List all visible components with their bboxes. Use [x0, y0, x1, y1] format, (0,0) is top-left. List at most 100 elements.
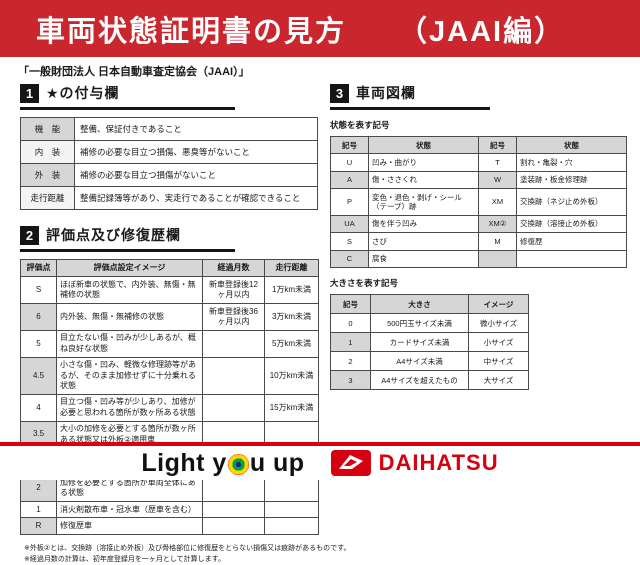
image-cell: 目立つ傷・凹み等が少しあり、加修が必要と思われる箇所が数ヶ所ある状態	[56, 393, 203, 422]
section-star-heading: 1 ★の付与欄	[20, 83, 235, 110]
column-header: 経過月数	[202, 258, 265, 278]
criteria-label: 走行距離	[20, 186, 75, 210]
mileage-cell: 10万km未満	[264, 356, 319, 395]
state-cell: 傷・ささくれ	[368, 170, 479, 190]
table-row: 2 A4サイズ未満 中サイズ	[330, 351, 529, 371]
slogan-text-left: Light y	[141, 448, 227, 477]
symbol-cell: 1	[330, 332, 371, 352]
state-symbols-label: 状態を表す記号	[330, 120, 390, 130]
state-symbols-table: 記号 状態 記号 状態 U 凹み・曲がり T 割れ・亀裂・穴 A 傷・ささくれ …	[330, 135, 627, 269]
column-header: イメージ	[468, 294, 529, 314]
mileage-cell: 1万km未満	[264, 276, 319, 305]
image-size-cell: 大サイズ	[468, 370, 529, 390]
size-cell: A4サイズ未満	[370, 351, 469, 371]
state-cell: 傷を伴う凹み	[368, 214, 479, 234]
symbol-cell: P	[330, 188, 369, 216]
section-title: 車両図欄	[356, 85, 416, 101]
image-size-cell: 微小サイズ	[468, 313, 529, 333]
symbol-cell: XM②	[478, 214, 517, 234]
table-header-row: 評価点 評価点設定イメージ 経過月数 走行距離	[20, 258, 319, 278]
score-cell: 4	[20, 393, 57, 422]
mileage-cell: 15万km未満	[264, 393, 319, 422]
section-eval-heading: 2 評価点及び修復歴欄	[20, 225, 235, 252]
symbol-cell: A	[330, 170, 369, 190]
column-header: 記号	[478, 135, 517, 155]
criteria-desc: 整備、保証付きであること	[74, 117, 318, 141]
score-cell: 1	[20, 501, 57, 519]
symbol-cell: U	[330, 153, 369, 172]
months-cell	[202, 501, 265, 519]
column-header: 評価点設定イメージ	[56, 258, 203, 278]
criteria-label: 外 装	[20, 163, 75, 187]
symbol-cell: C	[330, 249, 369, 269]
page-footer: Light y u up DAIHATSU	[0, 442, 640, 480]
table-row: S さび M 修復歴	[330, 232, 627, 251]
table-row: 内 装 補修の必要な目立つ損傷、悪臭等がないこと	[20, 140, 318, 164]
daihatsu-emblem-icon	[330, 450, 371, 476]
column-header: 大きさ	[370, 294, 469, 314]
size-symbols-label: 大きさを表す記号	[330, 278, 399, 288]
symbol-cell: S	[330, 232, 369, 251]
image-cell: 小さな傷・凹み、軽微な修理跡等があるが、そのまま加修せずに十分乗れる状態	[56, 356, 203, 395]
organization-subtitle: 「一般財団法人 日本自動車査定協会（JAAI）」	[18, 66, 250, 78]
column-header: 走行距離	[264, 258, 319, 278]
section-diagram-heading: 3 車両図欄	[330, 83, 490, 110]
brand-name: DAIHATSU	[378, 450, 499, 475]
evaluation-table: 評価点 評価点設定イメージ 経過月数 走行距離 S ほぼ新車の状態で、内外装、無…	[20, 258, 319, 535]
table-row: A 傷・ささくれ W 塗装跡・板金修理跡	[330, 170, 627, 190]
column-header: 状態	[516, 135, 627, 155]
state-cell	[516, 249, 627, 269]
size-cell: 500円玉サイズ未満	[370, 313, 469, 333]
star-criteria-table: 機 能 整備、保証付きであること 内 装 補修の必要な目立つ損傷、悪臭等がないこ…	[20, 117, 318, 210]
table-row: 外 装 補修の必要な目立つ損傷がないこと	[20, 163, 318, 187]
table-row: R 修復歴車	[20, 517, 319, 535]
slogan-text-right: u up	[249, 448, 305, 477]
state-cell: さび	[368, 232, 479, 251]
image-cell: 内外装、無傷・無補修の状態	[56, 303, 203, 331]
table-row: P 変色・退色・剥げ・シール（テープ）跡 XM 交換跡（ネジ止め外板）	[330, 188, 627, 216]
table-row: 1 カードサイズ未満 小サイズ	[330, 332, 529, 352]
state-cell: 腐食	[368, 249, 479, 269]
column-header: 記号	[330, 294, 371, 314]
image-cell: 目立たない傷・凹みが少しあるが、概ね良好な状態	[56, 329, 203, 358]
section-title: 評価点及び修復歴欄	[46, 227, 181, 243]
score-cell: 5	[20, 329, 57, 358]
footnote-line: ※外板②とは、交換跡（溶接止め外板）及び骨格部位に修復歴をとらない損傷又は痕跡が…	[24, 544, 351, 552]
column-header: 評価点	[20, 258, 57, 278]
table-row: 5 目立たない傷・凹みが少しあるが、概ね良好な状態 5万km未満	[20, 329, 319, 358]
state-cell: 交換跡（ネジ止め外板）	[516, 188, 627, 216]
table-row: S ほぼ新車の状態で、内外装、無傷・無補修の状態 新車登録後12ヶ月以内 1万k…	[20, 276, 319, 305]
state-cell: 割れ・亀裂・穴	[516, 153, 627, 172]
section-number-badge: 1	[20, 83, 39, 103]
state-cell: 凹み・曲がり	[368, 153, 479, 172]
footnote-line: ※経過月数の計算は、初年度登録月を一ヶ月として計算します。	[24, 556, 225, 563]
page-title-edition: （JAAI編）	[398, 15, 566, 48]
right-column: 3 車両図欄 状態を表す記号 記号 状態 記号 状態 U 凹み・曲がり T 割れ…	[330, 83, 627, 390]
size-symbols-table: 記号 大きさ イメージ 0 500円玉サイズ未満 微小サイズ 1 カードサイズ未…	[330, 294, 529, 390]
daihatsu-logo: DAIHATSU	[330, 450, 499, 476]
score-cell: R	[20, 517, 57, 535]
table-header-row: 記号 大きさ イメージ	[330, 294, 529, 314]
symbol-cell: 2	[330, 351, 371, 371]
light-you-up-logo: Light y u up	[141, 449, 304, 478]
table-row: 1 消火剤散布車・冠水車（歴車を含む）	[20, 501, 319, 519]
image-cell: 修復歴車	[56, 517, 203, 535]
section-title: ★の付与欄	[46, 85, 120, 101]
mileage-cell	[264, 501, 319, 519]
symbol-cell: M	[478, 232, 517, 251]
mileage-cell: 3万km未満	[264, 303, 319, 331]
months-cell	[202, 517, 265, 535]
score-cell: 6	[20, 303, 57, 331]
column-header: 記号	[330, 135, 369, 155]
image-size-cell: 中サイズ	[468, 351, 529, 371]
section-number-badge: 2	[20, 225, 39, 245]
months-cell: 新車登録後12ヶ月以内	[202, 276, 265, 305]
symbol-cell: W	[478, 170, 517, 190]
criteria-desc: 整備記録簿等があり、実走行であることが確認できること	[74, 186, 318, 210]
table-header-row: 記号 状態 記号 状態	[330, 135, 627, 155]
criteria-label: 機 能	[20, 117, 75, 141]
table-row: 機 能 整備、保証付きであること	[20, 117, 318, 141]
months-cell	[202, 393, 265, 422]
table-row: U 凹み・曲がり T 割れ・亀裂・穴	[330, 153, 627, 172]
table-row: 走行距離 整備記録簿等があり、実走行であることが確認できること	[20, 186, 318, 210]
